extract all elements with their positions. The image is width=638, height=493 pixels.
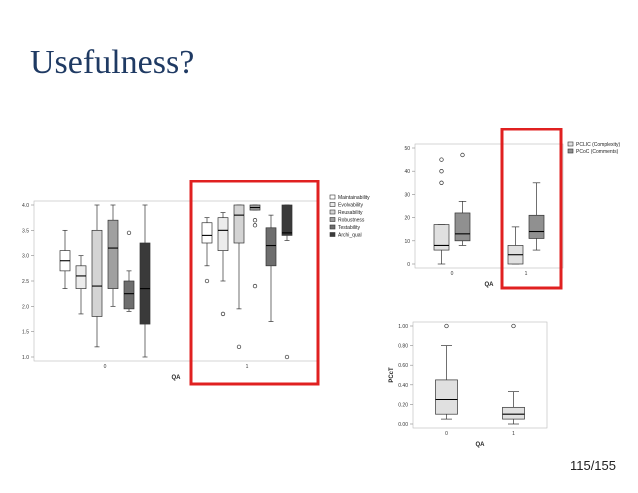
legend-swatch xyxy=(567,141,574,147)
y-tick-label: 20 xyxy=(404,216,410,222)
legend-swatch xyxy=(329,194,336,200)
legend-label: Robustness xyxy=(338,218,365,224)
x-tick-label: 0 xyxy=(104,364,107,370)
outlier-point xyxy=(204,278,210,284)
plot-frame xyxy=(414,143,564,269)
highlight-box xyxy=(189,180,320,386)
box-iqr xyxy=(502,406,525,420)
y-tick-label: 1.00 xyxy=(398,324,408,330)
y-tick-label: 0.80 xyxy=(398,344,408,350)
legend-swatch xyxy=(329,232,336,237)
box-iqr xyxy=(217,217,229,251)
legend-swatch xyxy=(329,224,336,230)
y-tick-label: 2.0 xyxy=(22,304,29,310)
legend-label: Evolvability xyxy=(338,203,364,209)
box-iqr xyxy=(107,219,119,289)
comments-boxplot-chart: 0 10 20 30 40 50 0 1 QA PCLIC (Complexity)PCoC (C… xyxy=(404,128,621,290)
box-iqr xyxy=(265,227,277,267)
y-tick-label: 3.5 xyxy=(22,228,29,234)
box-iqr xyxy=(139,242,151,325)
legend-label: PCoC (Comments) xyxy=(576,149,619,155)
box-iqr xyxy=(435,379,458,415)
box-iqr xyxy=(91,229,103,317)
x-axis-label: QA xyxy=(485,282,495,288)
x-axis-label: QA xyxy=(172,375,182,381)
highlight-box xyxy=(500,128,563,290)
outlier-point xyxy=(220,311,226,317)
legend-swatch xyxy=(329,209,336,215)
box-iqr xyxy=(123,280,135,310)
outlier-point xyxy=(439,157,444,162)
outlier-point xyxy=(439,180,444,185)
y-tick-label: 30 xyxy=(404,192,410,198)
box-iqr xyxy=(233,204,245,244)
outlier-point xyxy=(439,169,444,174)
y-tick-label: 1.0 xyxy=(22,355,29,361)
outlier-point xyxy=(460,152,465,158)
y-tick-label: 0.60 xyxy=(398,363,408,369)
y-tick-label: 50 xyxy=(404,146,410,152)
outlier-point xyxy=(236,344,242,350)
legend-swatch xyxy=(329,217,336,222)
y-tick-label: 40 xyxy=(404,169,410,175)
y-tick-label: 0.20 xyxy=(398,402,408,408)
y-tick-label: 0.00 xyxy=(398,422,408,428)
outlier-point xyxy=(511,323,516,329)
outlier-point xyxy=(284,354,290,360)
legend-label: Testability xyxy=(338,225,360,231)
y-tick-label: 3.0 xyxy=(22,254,29,260)
slide-title: Usefulness? xyxy=(30,44,195,81)
y-tick-label: 10 xyxy=(404,239,410,245)
outlier-point xyxy=(252,283,258,289)
x-tick-label: 1 xyxy=(525,271,528,277)
plot-frame xyxy=(412,321,548,429)
box-iqr xyxy=(528,214,545,239)
outlier-point xyxy=(252,223,258,228)
y-tick-label: 2.5 xyxy=(22,279,29,285)
legend-label: Maintainability xyxy=(338,195,370,201)
legend-label: Reusability xyxy=(338,210,363,216)
y-axis-label: PCcT xyxy=(389,367,395,383)
outlier-point xyxy=(126,230,132,236)
y-tick-label: 4.0 xyxy=(22,203,29,209)
quality-boxplot-chart: 1.0 1.5 2.0 2.5 3.0 3.5 4.0 0 1 QA Maintainability… xyxy=(22,180,370,386)
x-tick-label: 0 xyxy=(451,271,454,277)
outlier-point xyxy=(252,218,258,223)
legend-label: Archi_qual xyxy=(338,233,362,239)
box-iqr xyxy=(454,212,471,242)
legend-swatch xyxy=(329,202,336,207)
box-iqr xyxy=(433,224,450,251)
x-tick-label: 0 xyxy=(445,431,448,437)
legend-swatch xyxy=(567,148,574,154)
x-axis-label: QA xyxy=(476,442,486,448)
y-tick-label: 1.5 xyxy=(22,330,29,336)
page-number: 115/155 xyxy=(569,458,616,473)
outlier-point xyxy=(444,323,449,329)
legend-label: PCLIC (Complexity) xyxy=(576,142,621,148)
x-tick-label: 1 xyxy=(246,364,249,370)
y-tick-label: 0.40 xyxy=(398,383,408,389)
box-iqr xyxy=(281,204,293,236)
box-iqr xyxy=(201,222,213,244)
box-iqr xyxy=(75,265,87,289)
y-tick-label: 0 xyxy=(407,262,410,268)
x-tick-label: 1 xyxy=(512,431,515,437)
pcct-boxplot-chart: 0.00 0.20 0.40 0.60 0.80 1.00 PCcT 0 1 QA xyxy=(389,321,548,448)
